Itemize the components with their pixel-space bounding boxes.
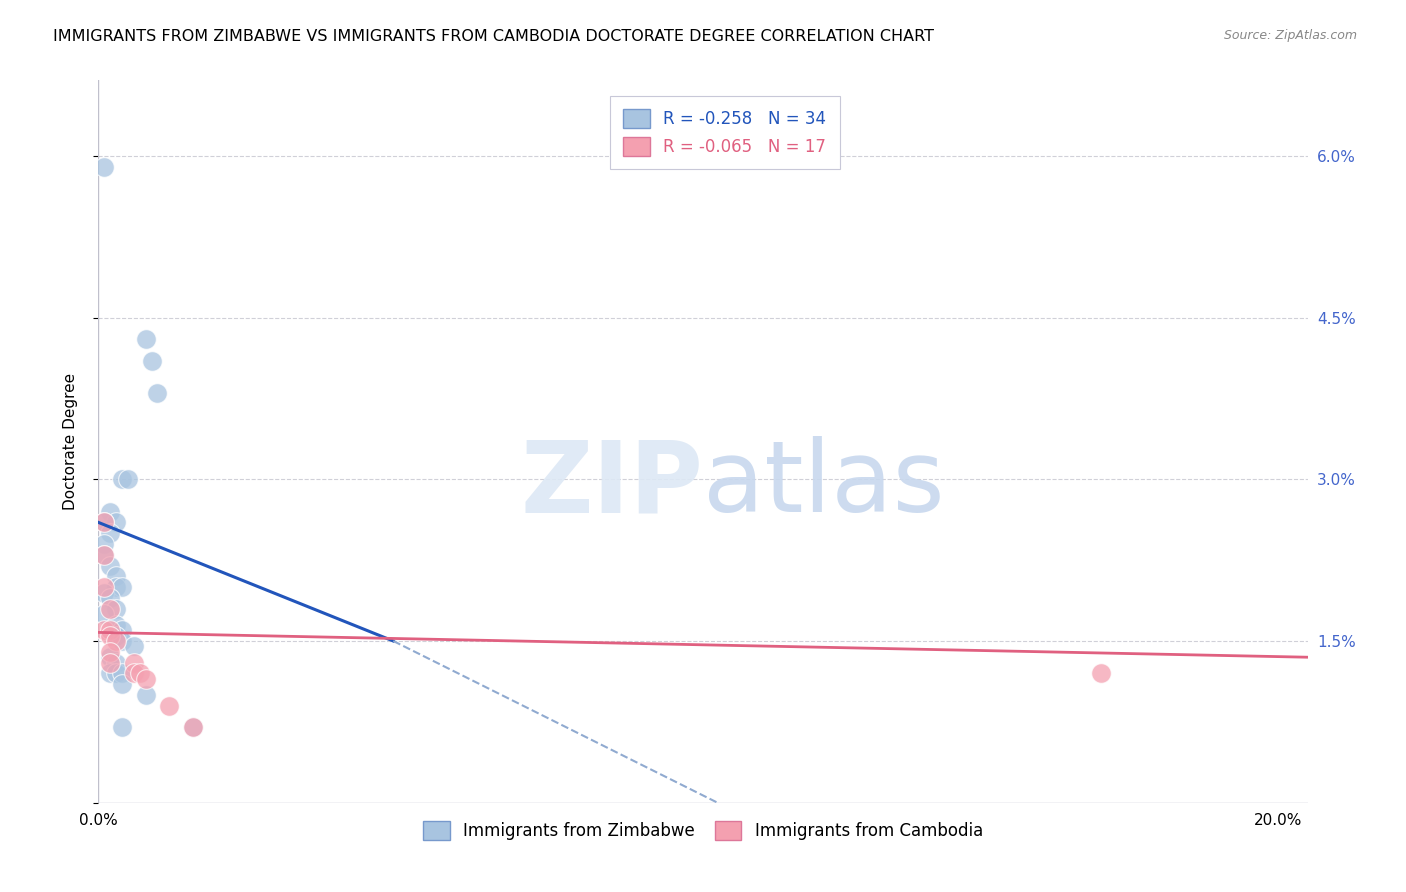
Point [111, 720, 134, 734]
Point [141, 353, 163, 368]
Point [117, 472, 139, 486]
Point [93, 585, 115, 599]
Point [122, 640, 145, 654]
Point [122, 666, 145, 681]
Point [122, 656, 145, 670]
Point [128, 666, 150, 681]
Point [93, 516, 115, 530]
Point [93, 624, 115, 638]
Point [105, 516, 128, 530]
Point [93, 607, 115, 621]
Point [93, 548, 115, 562]
Point [93, 548, 115, 562]
Point [98, 629, 121, 643]
Point [181, 720, 204, 734]
Point [1090, 666, 1112, 681]
Point [105, 634, 128, 648]
Point [93, 160, 115, 174]
Point [93, 537, 115, 551]
Legend: Immigrants from Zimbabwe, Immigrants from Cambodia: Immigrants from Zimbabwe, Immigrants fro… [415, 813, 991, 848]
Point [98, 526, 121, 541]
Point [93, 516, 115, 530]
Point [135, 332, 157, 346]
Text: ZIP: ZIP [520, 436, 703, 533]
Point [111, 624, 134, 638]
Point [111, 580, 134, 594]
Point [105, 629, 128, 643]
Point [105, 666, 128, 681]
Point [135, 672, 157, 686]
Point [105, 656, 128, 670]
Point [111, 666, 134, 681]
Point [157, 698, 180, 713]
Text: atlas: atlas [703, 436, 945, 533]
Point [98, 656, 121, 670]
Point [105, 618, 128, 632]
Point [98, 505, 121, 519]
Point [111, 677, 134, 691]
Text: Source: ZipAtlas.com: Source: ZipAtlas.com [1223, 29, 1357, 42]
Point [98, 645, 121, 659]
Point [105, 580, 128, 594]
Point [181, 720, 204, 734]
Point [93, 580, 115, 594]
Point [146, 386, 169, 401]
Y-axis label: Doctorate Degree: Doctorate Degree [63, 373, 77, 510]
Point [98, 591, 121, 605]
Point [98, 666, 121, 681]
Point [105, 601, 128, 615]
Point [111, 634, 134, 648]
Text: IMMIGRANTS FROM ZIMBABWE VS IMMIGRANTS FROM CAMBODIA DOCTORATE DEGREE CORRELATIO: IMMIGRANTS FROM ZIMBABWE VS IMMIGRANTS F… [53, 29, 935, 44]
Point [98, 558, 121, 573]
Point [135, 688, 157, 702]
Point [111, 472, 134, 486]
Point [98, 601, 121, 615]
Point [98, 650, 121, 665]
Point [98, 624, 121, 638]
Point [105, 569, 128, 583]
